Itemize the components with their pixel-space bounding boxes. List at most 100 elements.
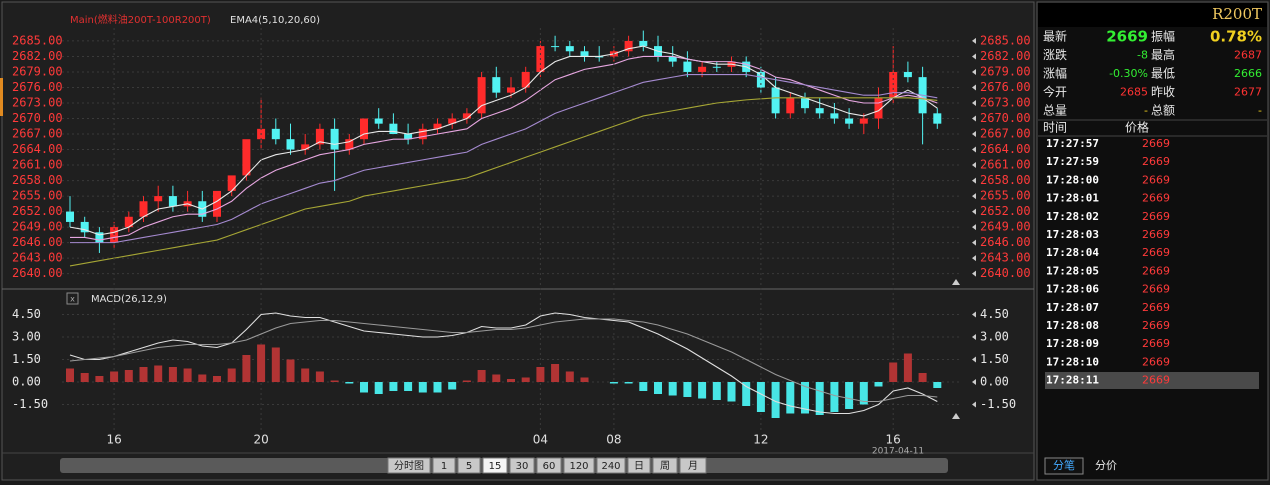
macd-bar (683, 382, 692, 397)
tick-arrow (972, 356, 976, 363)
candle-body (271, 128, 280, 140)
candle-body (859, 118, 868, 124)
toolbar-button[interactable] (596, 457, 626, 474)
macd-bar (80, 373, 89, 382)
toolbar-button-label: 1 (441, 461, 447, 472)
y-tick-label: 2670.00 (12, 111, 63, 125)
macd-bar (712, 382, 721, 400)
toolbar-button[interactable] (387, 457, 431, 474)
candle-body (933, 113, 942, 124)
candle-body (418, 128, 427, 140)
indicator-line (69, 312, 938, 415)
macd-bar (756, 382, 765, 412)
y-tick-label: 4.50 (12, 307, 41, 321)
macd-bar (771, 382, 780, 418)
toolbar-button-label: 日 (634, 461, 644, 472)
tick-arrow (972, 379, 976, 385)
tab-label: 分价 (1095, 459, 1117, 472)
macd-bar (198, 374, 207, 382)
toolbar-button[interactable] (652, 457, 678, 474)
macd-bar (404, 382, 413, 391)
macd-bar (389, 382, 398, 391)
tick-arrow (972, 115, 976, 122)
y-tick-label-right: 2682.00 (980, 49, 1031, 63)
candle-body (80, 221, 89, 233)
toolbar-button-label: 240 (601, 461, 620, 472)
tick-arrow (972, 255, 976, 262)
quote-value: -0.30% (1109, 67, 1148, 80)
candle-body (315, 128, 324, 145)
toolbar-button-label: 周 (660, 460, 670, 472)
candle-body (462, 113, 471, 119)
toolbar-button[interactable] (563, 457, 595, 474)
candle-body (771, 87, 780, 114)
y-tick-label-right: 2685.00 (980, 33, 1031, 47)
close-icon[interactable] (66, 292, 79, 305)
quote-value: 2685 (1120, 86, 1148, 99)
macd-bar (492, 374, 501, 382)
macd-bar (257, 344, 266, 382)
macd-bar (418, 382, 427, 393)
macd-bar (654, 382, 662, 394)
trade-price: 2669 (1142, 374, 1170, 387)
toolbar-button[interactable] (432, 457, 456, 474)
candle-body (389, 123, 398, 135)
candle-body (95, 232, 104, 243)
candle-body (624, 40, 633, 52)
tab[interactable] (1044, 457, 1084, 475)
macd-bar (742, 382, 751, 406)
macd-bar (154, 365, 163, 382)
trade-price: 2669 (1142, 155, 1170, 168)
candle-body (801, 97, 809, 109)
y-tick-label-right: 2673.00 (980, 95, 1031, 109)
macd-bar (213, 376, 221, 382)
quote-value: 0.78% (1210, 28, 1262, 46)
candle-body (565, 46, 574, 52)
tick-arrow (972, 84, 976, 91)
candle-body (815, 108, 824, 114)
trade-price: 2669 (1142, 210, 1170, 223)
scroll-arrow (952, 413, 960, 419)
toolbar-button[interactable] (627, 457, 651, 474)
macd-bar (698, 382, 707, 399)
toolbar-button[interactable] (482, 457, 508, 474)
quote-label: 涨幅 (1043, 66, 1067, 81)
candle-body (786, 97, 795, 114)
tick-arrow (972, 224, 976, 231)
main-title: Main(燃料油200T-100R200T) (70, 13, 211, 26)
trade-price: 2669 (1142, 301, 1170, 314)
y-tick-label: 2658.00 (12, 173, 63, 187)
macd-bar (433, 382, 442, 393)
chart-panel (1, 1, 1035, 481)
macd-bar (374, 382, 383, 394)
candle-body (286, 139, 295, 150)
macd-bar (242, 355, 251, 382)
quote-label: 总量 (1043, 104, 1067, 118)
y-tick-label: 2649.00 (12, 220, 63, 234)
macd-bar (859, 382, 868, 405)
macd-bar (477, 370, 486, 382)
toolbar-button[interactable] (457, 457, 481, 474)
trade-price: 2669 (1142, 264, 1170, 277)
trade-price: 2669 (1142, 228, 1170, 241)
toolbar-button-label: 120 (569, 461, 588, 472)
x-tick-label: 04 (533, 433, 548, 447)
toolbar-button[interactable] (536, 457, 562, 474)
macd-bar (918, 373, 927, 382)
toolbar-button[interactable] (509, 457, 535, 474)
table-header: 时间 (1043, 121, 1067, 135)
candle-body (124, 216, 133, 228)
quote-value: 2666 (1234, 67, 1262, 80)
y-tick-label-right: 0.00 (980, 375, 1009, 389)
tick-arrow (972, 177, 976, 184)
tick-arrow (972, 311, 976, 318)
tick-arrow (972, 162, 976, 169)
candle-body (830, 113, 839, 119)
trade-price: 2669 (1142, 137, 1170, 150)
y-tick-label: 2676.00 (12, 80, 63, 94)
macd-bar (536, 367, 545, 382)
toolbar-button[interactable] (679, 457, 707, 474)
trade-time: 17:28:00 (1046, 173, 1099, 186)
candle-body (139, 201, 148, 217)
